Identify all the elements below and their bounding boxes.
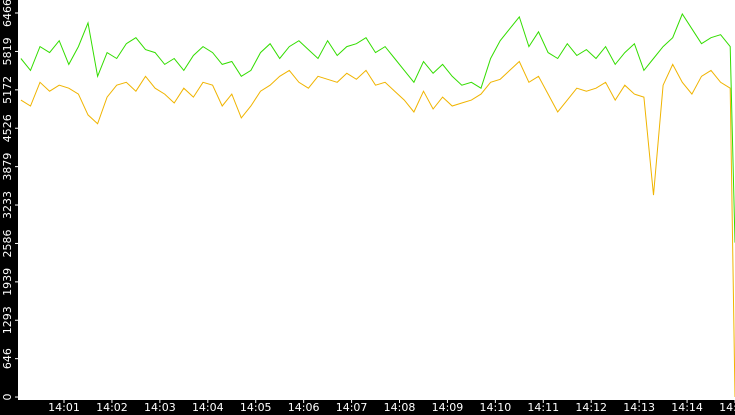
x-axis-band [0, 400, 735, 415]
x-tick-label: 14:04 [192, 401, 224, 414]
y-axis-band [0, 0, 18, 415]
x-tick-label: 14:12 [575, 401, 607, 414]
x-tick-label: 14:11 [527, 401, 559, 414]
x-tick-label: 14:15 [719, 401, 735, 414]
x-tick-label: 14:06 [288, 401, 320, 414]
y-tick-label: 3879 [1, 153, 14, 181]
x-tick-label: 14:01 [48, 401, 80, 414]
y-tick-label: 5172 [1, 76, 14, 104]
x-tick-label: 14:09 [432, 401, 464, 414]
y-tick-label: 0 [1, 394, 14, 401]
x-tick-label: 14:08 [384, 401, 416, 414]
x-tick-label: 14:14 [671, 401, 703, 414]
y-tick-label: 1293 [1, 306, 14, 334]
x-tick-label: 14:07 [336, 401, 368, 414]
x-tick-label: 14:02 [96, 401, 128, 414]
y-tick-label: 2586 [1, 229, 14, 257]
y-tick-label: 4526 [1, 114, 14, 142]
y-tick-label: 3233 [1, 191, 14, 219]
y-tick-label: 5819 [1, 37, 14, 65]
y-tick-label: 1939 [1, 268, 14, 296]
series-line [20, 12, 735, 243]
x-tick-label: 14:03 [144, 401, 176, 414]
x-tick-label: 14:10 [480, 401, 512, 414]
y-tick-label: 6466 [1, 0, 14, 27]
x-tick-label: 14:05 [240, 401, 272, 414]
x-tick-label: 14:13 [623, 401, 655, 414]
y-tick-label: 646 [1, 348, 14, 369]
series-line [20, 60, 735, 398]
